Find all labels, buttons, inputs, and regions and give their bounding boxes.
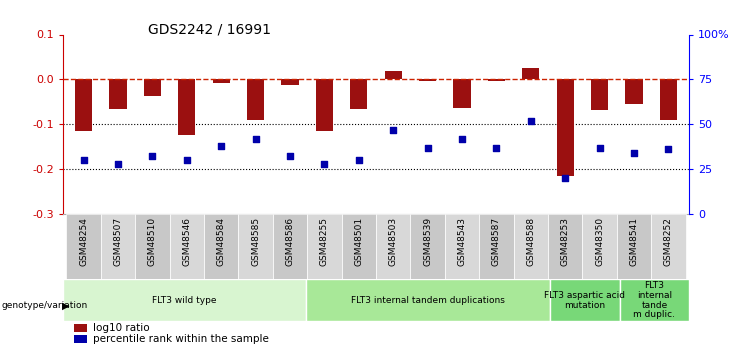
Bar (556, 79, 574, 176)
Bar (273, 214, 308, 279)
Text: ▶: ▶ (62, 300, 69, 310)
Point (594, 145, 605, 150)
Text: GDS2242 / 16991: GDS2242 / 16991 (148, 22, 271, 37)
Bar (135, 214, 170, 279)
Text: GSM48254: GSM48254 (79, 217, 88, 266)
Bar (651, 214, 685, 279)
Bar (75, 79, 92, 131)
Bar (625, 79, 642, 104)
Text: GSM48507: GSM48507 (113, 217, 122, 266)
Text: genotype/variation: genotype/variation (1, 301, 87, 310)
Point (112, 161, 124, 166)
Bar (144, 79, 161, 96)
Bar (376, 214, 411, 279)
Text: GSM48586: GSM48586 (285, 217, 295, 266)
Bar (488, 79, 505, 81)
Point (284, 154, 296, 159)
Text: FLT3 wild type: FLT3 wild type (153, 296, 217, 305)
Bar (619, 279, 689, 321)
Point (628, 150, 640, 156)
Point (388, 127, 399, 132)
Bar (179, 79, 196, 136)
Bar (308, 214, 342, 279)
Bar (204, 214, 239, 279)
Text: FLT3 internal tandem duplications: FLT3 internal tandem duplications (351, 296, 505, 305)
Text: GSM48510: GSM48510 (148, 217, 157, 266)
Text: GSM48541: GSM48541 (630, 217, 639, 266)
Bar (307, 279, 550, 321)
Bar (350, 79, 368, 109)
Point (78, 157, 90, 163)
Point (250, 136, 262, 141)
Point (456, 136, 468, 141)
Bar (591, 79, 608, 110)
Text: percentile rank within the sample: percentile rank within the sample (93, 334, 269, 344)
Point (491, 145, 502, 150)
Bar (550, 279, 619, 321)
Bar (385, 71, 402, 79)
Bar (316, 79, 333, 131)
Point (662, 147, 674, 152)
Bar (419, 79, 436, 81)
Bar (522, 68, 539, 79)
Bar (514, 214, 548, 279)
Text: FLT3
internal
tande
m duplic.: FLT3 internal tande m duplic. (634, 281, 675, 319)
Text: GSM48501: GSM48501 (354, 217, 363, 266)
Bar (282, 79, 299, 85)
Bar (247, 79, 265, 120)
Text: GSM48587: GSM48587 (492, 217, 501, 266)
Text: GSM48584: GSM48584 (216, 217, 226, 266)
Text: log10 ratio: log10 ratio (93, 323, 150, 333)
Bar (101, 214, 136, 279)
Bar (239, 214, 273, 279)
Bar (67, 214, 101, 279)
Text: GSM48255: GSM48255 (320, 217, 329, 266)
Point (422, 145, 433, 150)
Bar (479, 214, 514, 279)
Bar (660, 79, 677, 120)
Point (147, 154, 159, 159)
Bar (213, 79, 230, 83)
Point (319, 161, 330, 166)
Bar (445, 214, 479, 279)
Text: GSM48543: GSM48543 (457, 217, 467, 266)
Text: FLT3 aspartic acid
mutation: FLT3 aspartic acid mutation (545, 291, 625, 309)
Bar (617, 214, 651, 279)
Bar (74, 324, 87, 332)
Point (181, 157, 193, 163)
Text: GSM48585: GSM48585 (251, 217, 260, 266)
Point (559, 175, 571, 181)
Bar (74, 335, 87, 343)
Bar (582, 214, 617, 279)
Text: GSM48546: GSM48546 (182, 217, 191, 266)
Bar (411, 214, 445, 279)
Bar (342, 214, 376, 279)
Text: GSM48252: GSM48252 (664, 217, 673, 266)
Bar (63, 279, 307, 321)
Text: GSM48539: GSM48539 (423, 217, 432, 266)
Point (353, 157, 365, 163)
Bar (548, 214, 582, 279)
Text: GSM48253: GSM48253 (561, 217, 570, 266)
Bar (453, 79, 471, 108)
Bar (170, 214, 204, 279)
Text: GSM48350: GSM48350 (595, 217, 604, 266)
Text: GSM48588: GSM48588 (526, 217, 536, 266)
Text: GSM48503: GSM48503 (389, 217, 398, 266)
Point (216, 143, 227, 148)
Point (525, 118, 536, 124)
Bar (110, 79, 127, 109)
